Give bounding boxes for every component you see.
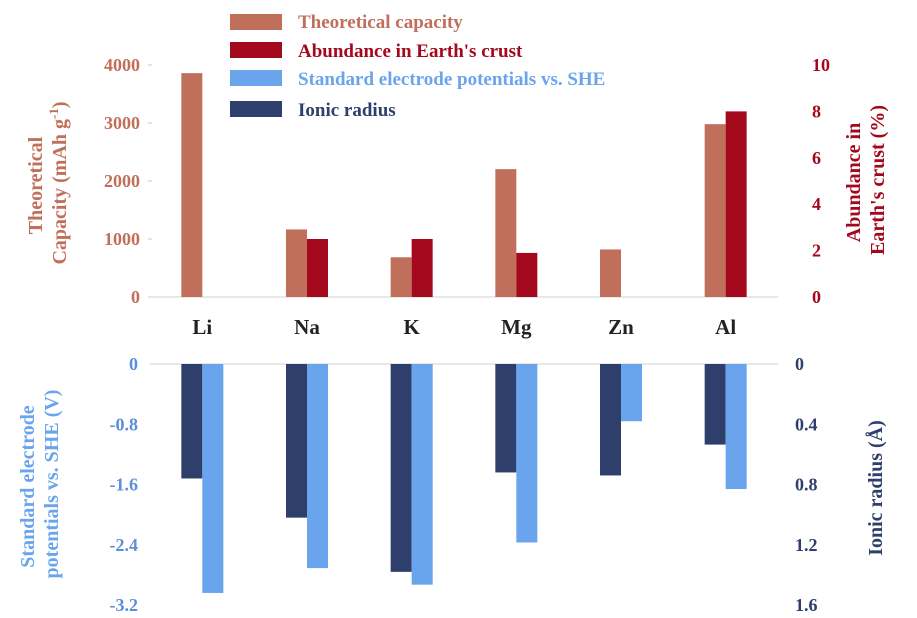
bar-ionic-radius-k — [390, 364, 412, 572]
bottom-left-axis-title-line1: Standard electrode — [17, 405, 39, 568]
top-right-tick-label: 2 — [812, 241, 821, 261]
bottom-left-axis-title: Standard electrode potentials vs. SHE (V… — [17, 390, 63, 579]
bottom-right-tick-label: 0.4 — [795, 414, 818, 434]
bar-electrode-potential-mg — [516, 364, 538, 543]
top-right-tick-label: 4 — [812, 194, 821, 214]
bar-ionic-radius-al — [704, 364, 726, 445]
bottom-left-tick-label: -0.8 — [110, 414, 139, 434]
bar-ionic-radius-mg — [495, 364, 517, 473]
top-right-axis-title-line1: Abundance in — [843, 123, 865, 243]
top-left-axis-title-close: ) — [49, 101, 71, 108]
legend-label-abundance: Abundance in Earth's crust — [298, 41, 523, 62]
bottom-right-tick-label: 0.8 — [795, 475, 818, 495]
bar-capacity-li — [181, 73, 203, 298]
bar-capacity-zn — [600, 249, 621, 297]
top-left-tick-label: 1000 — [104, 229, 140, 249]
bottom-left-tick-label: -2.4 — [110, 535, 139, 555]
top-right-axis-title-line2: Earth's crust (%) — [867, 105, 889, 255]
category-label-na: Na — [294, 315, 320, 339]
bar-electrode-potential-li — [202, 364, 224, 593]
legend-swatch-abundance — [230, 42, 282, 58]
bar-electrode-potential-na — [307, 364, 328, 569]
bar-abundance-mg — [516, 252, 538, 297]
legend-swatch-radius — [230, 101, 282, 117]
legend-label-potential: Standard electrode potentials vs. SHE — [298, 69, 605, 90]
legend: Theoretical capacity Abundance in Earth'… — [230, 12, 605, 121]
top-right-tick-label: 0 — [812, 287, 821, 307]
legend-label-capacity: Theoretical capacity — [298, 12, 463, 33]
category-label-li: Li — [192, 315, 212, 339]
bar-electrode-potential-zn — [621, 364, 642, 422]
bar-ionic-radius-li — [181, 364, 203, 479]
bar-capacity-k — [390, 257, 412, 297]
bar-capacity-al — [704, 124, 726, 297]
bottom-left-tick-label: 0 — [129, 354, 138, 374]
bar-capacity-na — [286, 229, 307, 297]
bar-capacity-mg — [495, 169, 517, 297]
top-left-axis-title-superscript: -1 — [46, 108, 61, 119]
bar-ionic-radius-zn — [600, 364, 621, 476]
top-right-tick-label: 8 — [812, 101, 821, 121]
bottom-left-tick-label: -3.2 — [110, 595, 139, 615]
category-label-mg: Mg — [501, 315, 532, 339]
legend-label-radius: Ionic radius — [298, 100, 396, 121]
legend-swatch-potential — [230, 70, 282, 86]
top-panel: 0 1000 2000 3000 4000 0 2 4 6 8 10 Theoretical Ca… — [25, 55, 889, 307]
top-left-axis-title: Theoretical Capacity (mAh g-1) — [25, 101, 71, 264]
category-label-k: K — [403, 315, 420, 339]
category-label-al: Al — [715, 315, 736, 339]
bar-electrode-potential-al — [725, 364, 747, 490]
bottom-left-tick-label: -1.6 — [110, 475, 139, 495]
bottom-right-tick-label: 1.6 — [795, 595, 818, 615]
bottom-right-axis-title: Ionic radius (Å) — [864, 420, 887, 556]
bar-abundance-na — [307, 239, 328, 297]
top-right-axis-title: Abundance in Earth's crust (%) — [843, 105, 889, 255]
top-right-tick-label: 10 — [812, 55, 830, 75]
top-right-tick-label: 6 — [812, 148, 821, 168]
top-left-axis-title-line1: Theoretical — [25, 136, 47, 234]
bar-abundance-al — [725, 111, 747, 298]
top-left-axis-title-main: Capacity (mAh g — [49, 119, 71, 265]
bottom-left-axis-title-line2: potentials vs. SHE (V) — [41, 390, 63, 579]
top-left-axis-title-line2: Capacity (mAh g-1) — [46, 101, 71, 264]
legend-swatch-capacity — [230, 14, 282, 30]
top-left-tick-label: 2000 — [104, 171, 140, 191]
top-left-tick-label: 4000 — [104, 55, 140, 75]
top-left-tick-label: 0 — [131, 287, 140, 307]
bar-abundance-k — [411, 239, 433, 297]
category-label-zn: Zn — [608, 315, 634, 339]
category-labels: Li Na K Mg Zn Al — [192, 315, 736, 339]
bar-ionic-radius-na — [286, 364, 307, 518]
bar-electrode-potential-k — [411, 364, 433, 585]
bottom-right-tick-label: 0 — [795, 354, 804, 374]
top-left-tick-label: 3000 — [104, 113, 140, 133]
bottom-right-tick-label: 1.2 — [795, 535, 818, 555]
bottom-panel: 0 -0.8 -1.6 -2.4 -3.2 0 0.4 0.8 1.2 1.6 Standard… — [17, 354, 887, 615]
